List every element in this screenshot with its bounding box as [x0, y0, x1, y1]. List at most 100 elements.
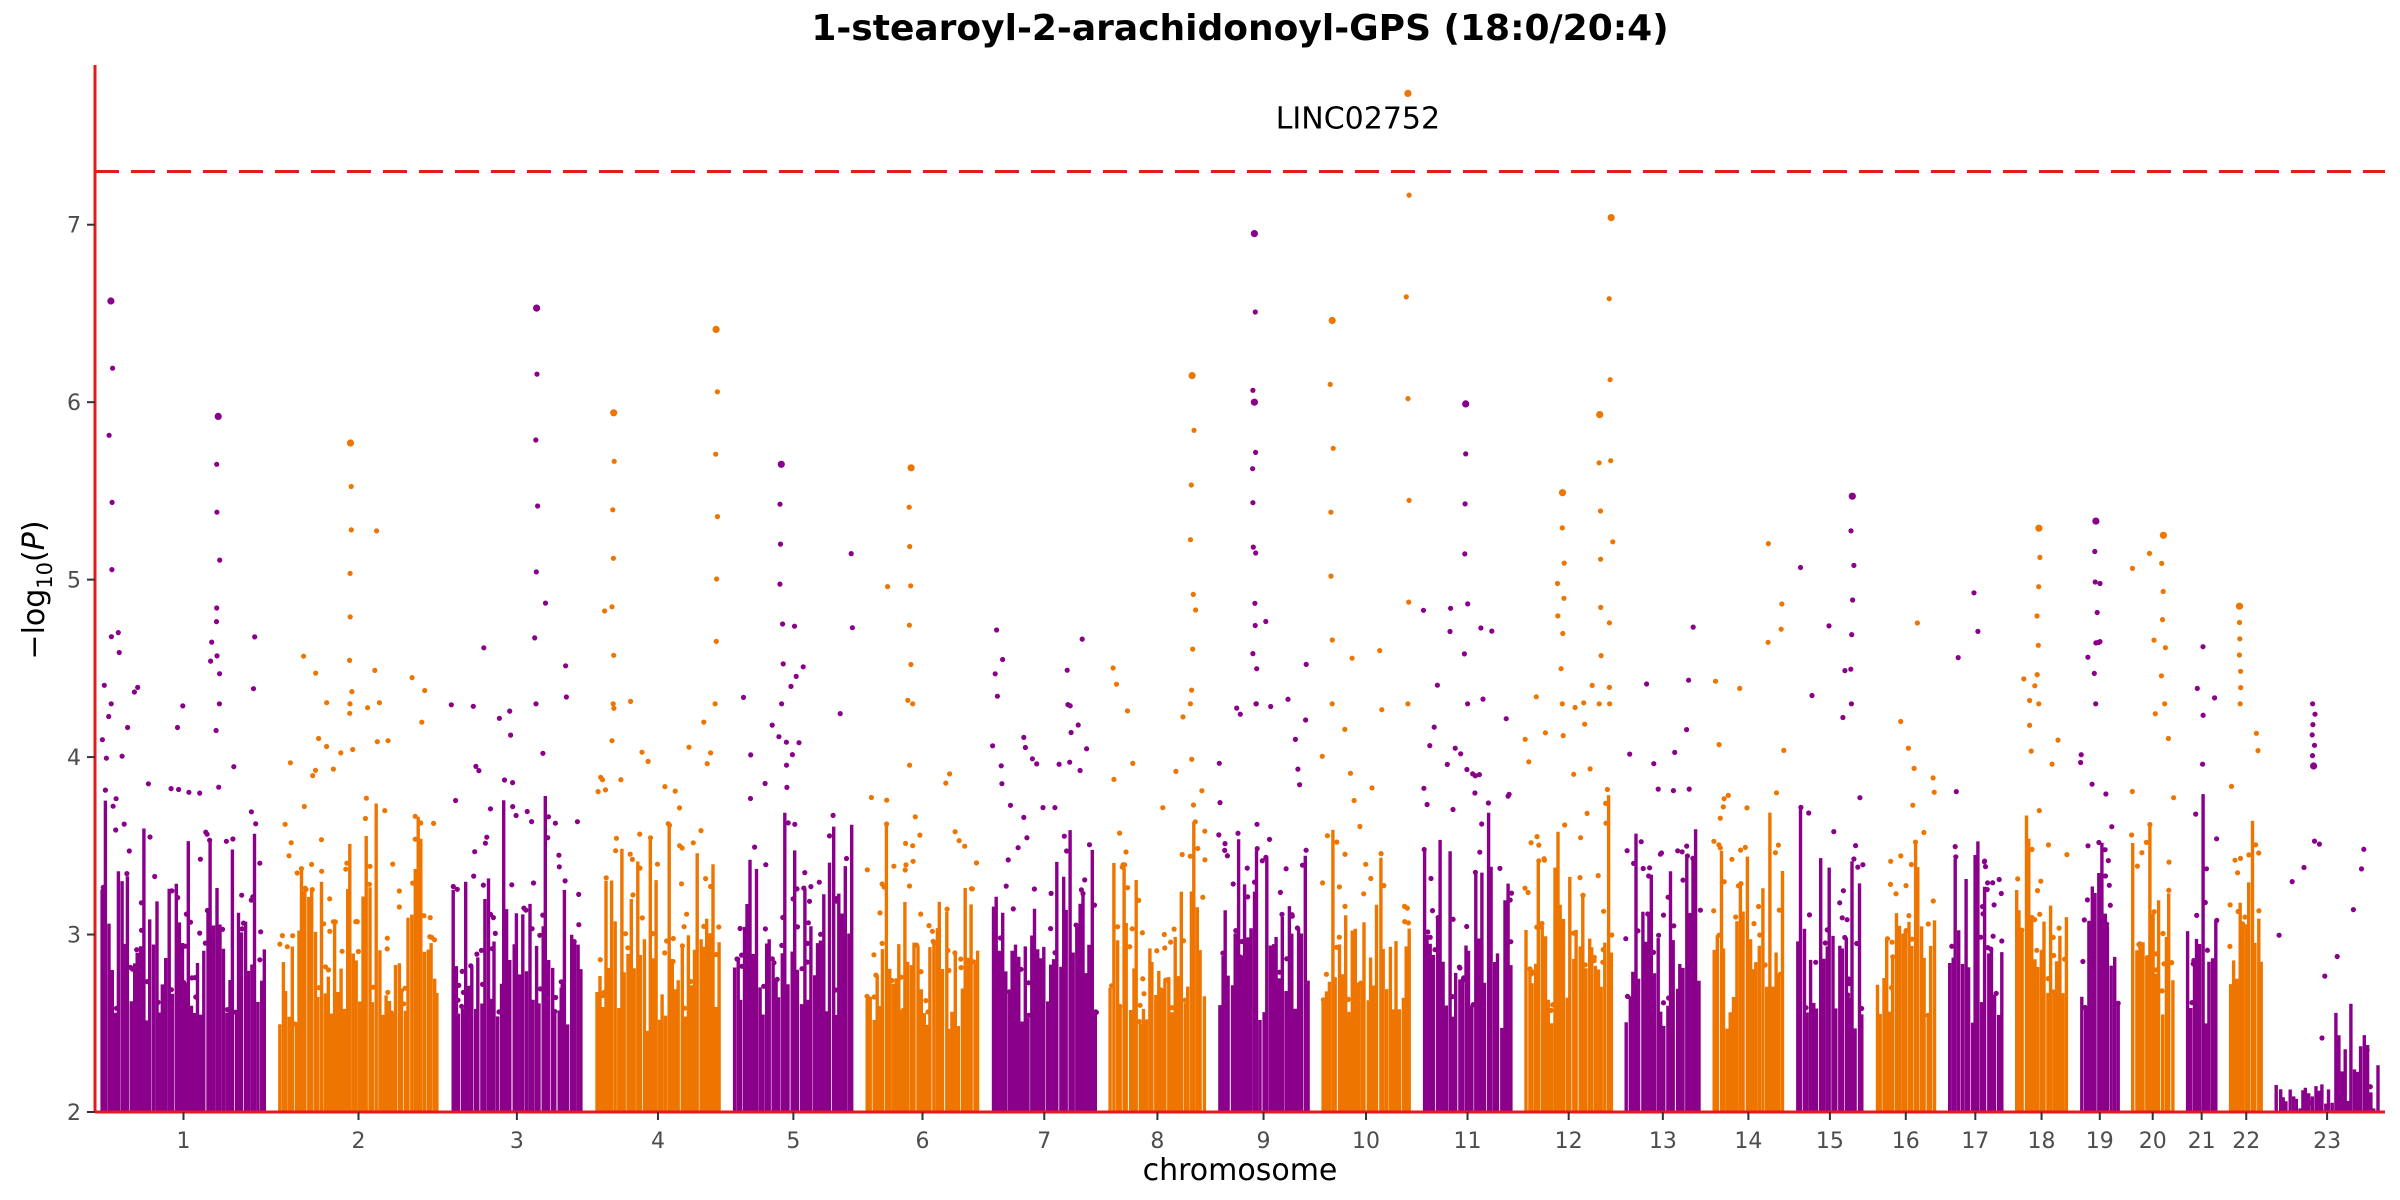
peak-support-point [1187, 701, 1193, 707]
peak-support-point [610, 507, 616, 513]
chr-21-points [2185, 794, 2218, 1112]
peak-support-point [1405, 396, 1411, 402]
peak-support-point [1190, 591, 1196, 598]
peak-support-point [610, 701, 616, 707]
peak-support-point [534, 371, 540, 377]
peak-support-point [106, 432, 112, 438]
peak-support-point [347, 570, 353, 577]
x-tick-label: 8 [1150, 1129, 1164, 1154]
peak-support-point [217, 557, 223, 563]
peak-support-point [2093, 701, 2099, 707]
peak-support-point [906, 622, 913, 628]
peak-point [1250, 230, 1258, 238]
peak-support-point [1596, 460, 1602, 466]
peak-support-point [2237, 701, 2243, 707]
peak-point [2159, 531, 2167, 539]
peak-support-point [1560, 630, 1566, 637]
peak-support-point [1329, 637, 1335, 643]
peak-support-point [2158, 673, 2164, 679]
peak-support-point [2034, 613, 2040, 619]
peak-support-point [2312, 711, 2318, 717]
peak-support-point [2236, 619, 2243, 626]
peak-support-point [2036, 584, 2042, 590]
x-axis-title: chromosome [1143, 1153, 1338, 1188]
chr-9-points [1218, 839, 1310, 1112]
chr-20-tail-points [2129, 550, 2177, 994]
peak-point [1328, 316, 1336, 325]
chart-title: 1-stearoyl-2-arachidonoyl-GPS (18:0/20:4… [811, 8, 1668, 49]
peak-support-point [2309, 753, 2316, 759]
peak-support-point [780, 621, 786, 627]
chr-22-points [2228, 820, 2263, 1112]
peak-support-point [2034, 672, 2040, 678]
peak-support-point [1406, 497, 1412, 503]
peak-point [712, 325, 720, 333]
peak-support-point [1462, 551, 1468, 557]
peak-support-point [906, 504, 912, 510]
peak-support-point [2037, 554, 2043, 561]
annotation-layer: LINC02752 [1276, 101, 1440, 136]
peak-support-point [1250, 387, 1256, 393]
chr-2-points [278, 803, 439, 1112]
peak-support-point [1606, 620, 1612, 626]
peak-support-point [2238, 685, 2244, 691]
peak-support-point [2092, 579, 2098, 585]
peak-support-point [1461, 651, 1467, 657]
x-tick-label: 2 [352, 1129, 366, 1154]
peak-point [2310, 762, 2318, 770]
peak-support-point [2160, 588, 2166, 595]
chr-23-tail-points [2276, 838, 2373, 1106]
chr-20-points [2131, 824, 2175, 1112]
peak-support-point [214, 653, 220, 659]
peak-point [777, 460, 785, 468]
peak-support-point [610, 555, 617, 561]
chr-8-points [1108, 821, 1207, 1112]
peak-support-point [1187, 537, 1194, 543]
peak-support-point [347, 657, 353, 664]
y-tick-label: 4 [67, 746, 81, 771]
peak-support-point [1250, 544, 1256, 550]
peak-point [107, 297, 115, 305]
peak-support-point [1463, 451, 1469, 457]
chr-5-points [732, 812, 854, 1112]
peak-support-point [1598, 556, 1604, 562]
peak-support-point [611, 458, 617, 464]
peak-support-point [2309, 732, 2315, 738]
peak-support-point [1403, 294, 1409, 300]
peak-support-point [347, 614, 353, 620]
peak-support-point [1848, 701, 1854, 707]
peak-support-point [713, 638, 719, 645]
peak-support-point [1250, 466, 1256, 472]
peak-support-point [1849, 632, 1855, 638]
chr-23-points [2274, 1003, 2380, 1112]
peak-support-point [1610, 539, 1616, 545]
x-tick-label: 11 [1454, 1129, 1482, 1154]
peak-support-point [1561, 560, 1567, 566]
peak-support-point [2237, 636, 2243, 642]
chr-16-points [1875, 843, 1937, 1112]
peak-support-point [1465, 601, 1471, 607]
peak-support-point [347, 701, 353, 707]
x-tick-label: 3 [510, 1129, 524, 1154]
peak-support-point [1190, 646, 1196, 652]
x-tick-label: 12 [1555, 1129, 1583, 1154]
x-tick-label: 18 [2028, 1129, 2056, 1154]
y-tick-label: 7 [67, 214, 81, 239]
peak-support-point [1561, 595, 1567, 601]
peak-support-point [780, 661, 786, 667]
chr-6-tail-points [864, 583, 980, 1015]
peak-support-point [1406, 599, 1412, 605]
peak-support-point [535, 503, 541, 509]
points-layer [99, 89, 2380, 1112]
peak-point [907, 464, 915, 472]
y-axis-title: −log10(P) [17, 520, 57, 659]
peak-support-point [2236, 652, 2242, 658]
peak-support-point [2162, 645, 2168, 651]
peak-support-point [1252, 622, 1258, 629]
peak-support-point [2162, 701, 2168, 707]
chr-3-tail-points [448, 600, 582, 1015]
peak-support-point [712, 701, 718, 707]
y-tick-label: 5 [67, 569, 81, 594]
